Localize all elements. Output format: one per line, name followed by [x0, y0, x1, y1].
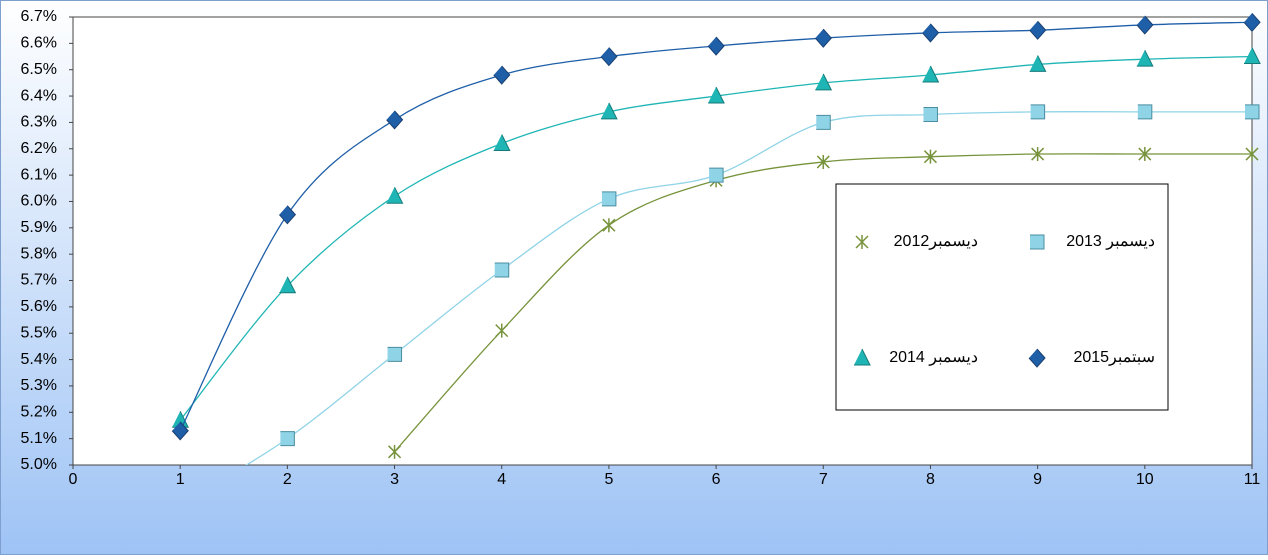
data-point — [493, 65, 511, 85]
series-line — [179, 55, 1253, 421]
legend-marker — [855, 235, 869, 249]
series-line — [394, 153, 1252, 453]
x-tick-label: 5 — [604, 471, 613, 488]
legend-marker — [1030, 234, 1045, 250]
legend-marker — [1028, 348, 1046, 368]
x-tick-label: 11 — [1244, 471, 1261, 488]
y-tick-label: 5.9% — [21, 219, 57, 236]
data-point — [816, 154, 830, 169]
data-point — [495, 323, 509, 338]
data-point — [923, 149, 937, 164]
y-tick-label: 5.4% — [21, 351, 57, 368]
data-point — [707, 36, 725, 56]
data-point — [494, 262, 510, 278]
x-tick-label: 0 — [69, 471, 78, 488]
data-point — [1243, 12, 1261, 33]
data-point — [1245, 147, 1259, 162]
y-tick-label: 5.8% — [21, 245, 57, 262]
data-point — [708, 86, 725, 104]
series-line — [179, 21, 1253, 432]
data-point — [171, 421, 189, 441]
data-point — [1031, 147, 1045, 162]
data-point — [1029, 55, 1047, 72]
legend-marker — [854, 348, 871, 366]
data-point — [1136, 49, 1154, 67]
data-point — [815, 73, 833, 91]
data-point — [922, 65, 940, 83]
x-tick-label: 3 — [390, 471, 399, 488]
data-point — [816, 114, 831, 130]
y-tick-label: 5.6% — [21, 298, 57, 315]
legend — [835, 183, 1169, 411]
y-tick-label: 6.5% — [21, 61, 57, 78]
x-tick-label: 8 — [926, 471, 935, 488]
legend-item: ديسمبر2012 — [855, 233, 978, 250]
data-point — [493, 134, 511, 151]
data-point — [922, 23, 940, 43]
x-tick-label: 9 — [1033, 471, 1042, 488]
y-tick-label: 6.0% — [21, 193, 57, 210]
x-tick-label: 1 — [176, 471, 185, 488]
y-tick-label: 5.3% — [21, 377, 57, 394]
legend-item: ديسمبر 2014 — [854, 348, 978, 366]
data-point — [386, 186, 404, 204]
y-tick-label: 6.7% — [21, 8, 57, 25]
y-tick-label: 5.2% — [21, 404, 57, 421]
data-point — [709, 167, 724, 183]
data-point — [1029, 20, 1047, 40]
data-point — [600, 47, 618, 67]
data-point — [386, 110, 404, 130]
data-point — [278, 205, 297, 225]
y-tick-label: 6.4% — [21, 87, 57, 104]
legend-label: سبتمبر2015 — [1073, 349, 1155, 366]
data-point — [1136, 15, 1154, 35]
data-point — [814, 28, 832, 48]
x-tick-label: 7 — [819, 471, 828, 488]
data-point — [388, 444, 402, 459]
data-point — [387, 346, 403, 362]
y-tick-label: 6.2% — [21, 140, 57, 157]
legend-label: ديسمبر2012 — [894, 233, 978, 250]
data-point — [1245, 104, 1260, 120]
x-tick-label: 4 — [497, 471, 506, 488]
data-point — [1030, 104, 1046, 120]
y-tick-label: 6.3% — [21, 114, 57, 131]
y-tick-label: 6.1% — [21, 166, 57, 183]
y-tick-label: 5.0% — [21, 456, 57, 473]
data-point — [1244, 47, 1261, 65]
data-point — [280, 431, 295, 447]
data-point — [279, 276, 297, 294]
legend-item: سبتمبر2015 — [1028, 348, 1155, 368]
y-tick-label: 5.5% — [21, 324, 57, 341]
x-tick-label: 2 — [283, 471, 292, 488]
series-layer — [171, 12, 1261, 465]
data-point — [1137, 104, 1153, 120]
x-tick-label: 6 — [712, 471, 721, 488]
x-tick-label: 10 — [1136, 471, 1154, 488]
data-point — [600, 102, 618, 120]
y-tick-label: 5.7% — [21, 272, 57, 289]
y-tick-label: 6.6% — [21, 35, 57, 52]
data-point — [923, 107, 938, 123]
data-point — [602, 218, 616, 233]
legend-item: ديسمبر 2013 — [1030, 233, 1155, 250]
legend-label: ديسمبر 2014 — [889, 349, 978, 366]
data-point — [601, 191, 617, 207]
y-tick-label: 5.1% — [21, 430, 57, 447]
data-point — [1138, 147, 1152, 162]
legend-label: ديسمبر 2013 — [1066, 233, 1155, 250]
